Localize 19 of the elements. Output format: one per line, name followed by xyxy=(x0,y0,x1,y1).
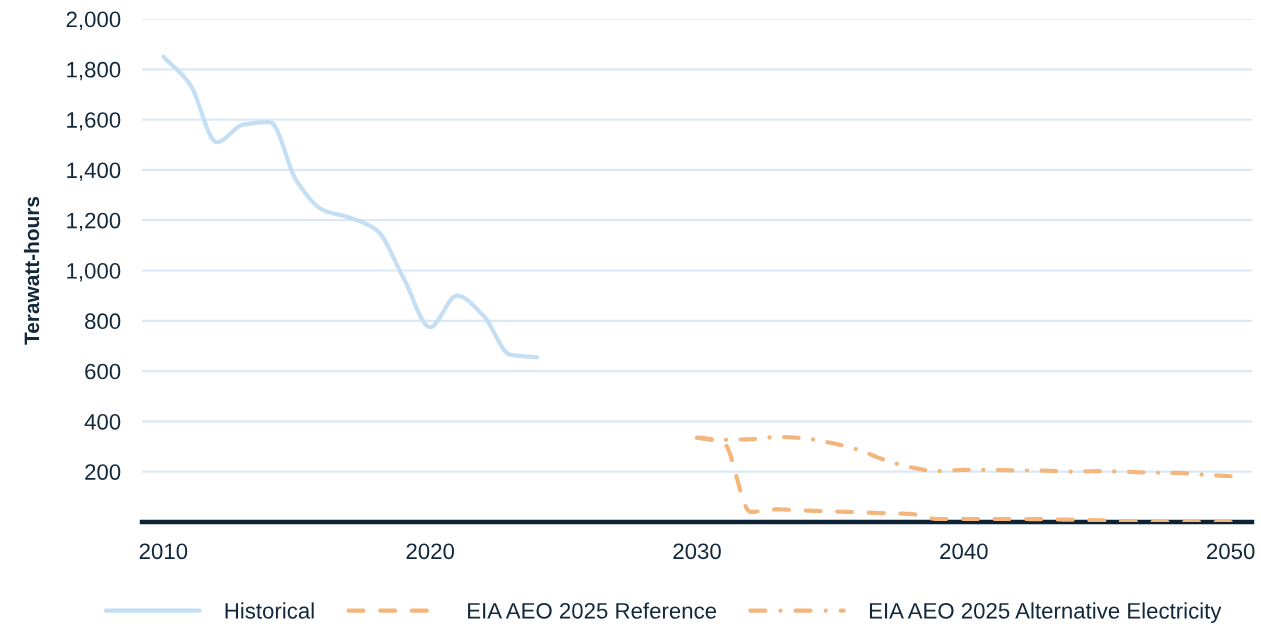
y-tick-label: 1,200 xyxy=(67,212,121,232)
y-tick-label: 1,000 xyxy=(67,263,121,282)
legend-label: EIA AEO 2025 Reference xyxy=(468,602,717,619)
legend-label: EIA AEO 2025 Alternative Electricity xyxy=(869,602,1222,624)
y-tick-label: 800 xyxy=(85,313,121,330)
x-tick-label: 2010 xyxy=(139,543,188,560)
x-tick-label: 2030 xyxy=(673,543,721,560)
y-tick-label: 1,400 xyxy=(67,162,121,181)
y-tick-label: 200 xyxy=(85,464,121,480)
y-tick-label: 600 xyxy=(85,363,121,380)
y-tick-label: 400 xyxy=(84,413,121,430)
legend-label: Historical xyxy=(225,602,314,619)
x-tick-label: 2040 xyxy=(940,543,988,560)
y-tick-label: 1,600 xyxy=(67,112,121,131)
y-axis-title: Terawatt-hours xyxy=(23,196,40,345)
x-tick-label: 2050 xyxy=(1207,543,1255,560)
y-tick-label: 2,000 xyxy=(66,11,121,30)
x-tick-label: 2020 xyxy=(406,543,455,560)
y-tick-label: 1,800 xyxy=(67,61,121,81)
